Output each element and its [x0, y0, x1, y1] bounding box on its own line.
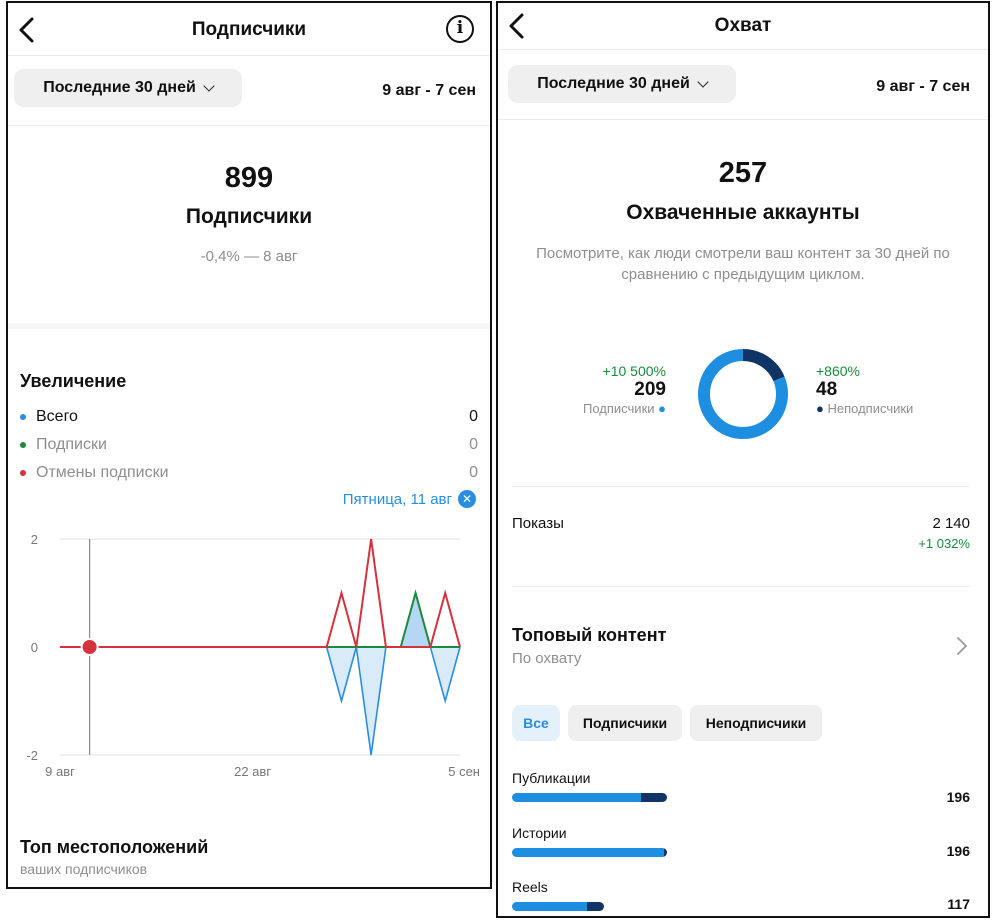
- page-title: Охват: [714, 15, 772, 36]
- y-tick-label: 0: [31, 640, 38, 655]
- reach-description: Посмотрите, как люди смотрели ваш контен…: [536, 245, 950, 283]
- date-range: 9 авг - 7 сен: [382, 82, 476, 99]
- non-followers-change: +860%: [816, 363, 860, 379]
- y-tick-label: -2: [26, 748, 38, 763]
- growth-chart[interactable]: 2 0 -2 9 авг 22 авг 5 сен: [8, 523, 490, 793]
- legend-label: Отмены подписки: [36, 464, 169, 481]
- reach-screen: Охват Последние 30 дней 9 авг - 7 сен 25…: [496, 1, 990, 918]
- legend-dot-icon: [20, 442, 26, 448]
- followers-segment: [512, 848, 664, 857]
- followers-screen: Подписчики i Последние 30 дней 9 авг - 7…: [6, 1, 492, 889]
- followers-legend-label: Подписчики: [583, 401, 655, 416]
- period-dropdown[interactable]: Последние 30 дней: [508, 65, 736, 103]
- reach-label: Охваченные аккаунты: [626, 201, 860, 224]
- legend-dot-icon: [20, 414, 26, 420]
- series-line-follows: [60, 589, 460, 648]
- page-title: Подписчики: [191, 19, 307, 40]
- tab-non-followers[interactable]: Неподписчики: [690, 705, 822, 741]
- legend-total: Всего 0: [20, 406, 478, 428]
- top-content-subtitle: По охвату: [512, 650, 582, 667]
- period-dropdown-label: Последние 30 дней: [537, 75, 690, 92]
- series-line-unfollows: [60, 538, 461, 648]
- reels-value: 117: [947, 896, 970, 912]
- non-followers-segment: [587, 902, 604, 911]
- header-divider: [8, 55, 490, 56]
- info-icon[interactable]: i: [446, 15, 474, 43]
- stories-value: 196: [946, 843, 970, 859]
- posts-value: 196: [946, 789, 970, 805]
- tab-followers[interactable]: Подписчики: [568, 705, 682, 741]
- period-dropdown[interactable]: Последние 30 дней: [14, 69, 242, 107]
- selected-date-label: Пятница, 11 авг: [342, 490, 452, 508]
- non-followers-value: 48: [816, 379, 838, 400]
- x-tick-label: 9 авг: [45, 764, 75, 779]
- locations-subtitle: ваших подписчиков: [20, 861, 148, 877]
- followers-change: +10 500%: [602, 363, 666, 379]
- legend-dot-icon: ●: [816, 401, 824, 416]
- reach-count: 257: [718, 157, 768, 189]
- legend-dot-icon: ●: [658, 401, 666, 416]
- donut-segment-followers: [698, 349, 788, 439]
- stories-bar: [512, 848, 667, 857]
- top-content-title[interactable]: Топовый контент: [512, 625, 667, 645]
- series-area-total: [60, 647, 460, 755]
- series-area-follows: [60, 593, 460, 647]
- x-tick-label: 5 сен: [448, 764, 480, 779]
- legend-dot-icon: [20, 470, 26, 476]
- growth-title: Увеличение: [20, 371, 127, 391]
- section-divider: [512, 586, 970, 587]
- chevron-down-icon: [203, 79, 215, 92]
- y-tick-label: 2: [31, 532, 38, 547]
- impressions-label: Показы: [512, 515, 564, 532]
- legend-label: Всего: [36, 408, 78, 425]
- legend-value: 0: [469, 408, 478, 425]
- non-followers-segment: [663, 848, 667, 857]
- reach-donut-chart: [698, 349, 788, 439]
- non-followers-legend: ● Неподписчики: [816, 401, 913, 416]
- non-followers-legend-label: Неподписчики: [827, 401, 914, 416]
- followers-count: 899: [224, 162, 274, 194]
- close-icon[interactable]: ✕: [458, 490, 476, 508]
- tab-all[interactable]: Все: [512, 705, 560, 741]
- non-followers-segment: [640, 793, 667, 802]
- followers-stat: +10 500% 209 Подписчики ●: [583, 363, 666, 416]
- posts-label: Публикации: [512, 770, 591, 786]
- header-divider: [498, 49, 988, 50]
- followers-label: Подписчики: [185, 205, 313, 228]
- legend-value: 0: [469, 464, 478, 481]
- back-arrow-icon[interactable]: [506, 11, 528, 41]
- back-arrow-icon[interactable]: [16, 15, 38, 45]
- impressions-change: +1 032%: [918, 536, 970, 551]
- series-line-total: [60, 646, 461, 756]
- reels-bar: [512, 902, 604, 911]
- locations-title: Топ местоположений: [20, 837, 209, 857]
- posts-bar: [512, 793, 667, 802]
- filter-divider: [498, 119, 988, 120]
- impressions-value: 2 140: [932, 515, 970, 532]
- chevron-right-icon[interactable]: [956, 636, 968, 656]
- legend-unfollows: Отмены подписки 0: [20, 462, 478, 484]
- followers-change: -0,4% — 8 авг: [200, 248, 298, 265]
- legend-follows: Подписки 0: [20, 434, 478, 456]
- chevron-down-icon: [697, 75, 709, 88]
- section-separator: [8, 323, 490, 329]
- followers-segment: [512, 793, 641, 802]
- date-range: 9 авг - 7 сен: [876, 78, 970, 95]
- reels-label: Reels: [512, 879, 548, 895]
- period-dropdown-label: Последние 30 дней: [43, 79, 196, 96]
- stories-label: Истории: [512, 825, 567, 841]
- followers-segment: [512, 902, 588, 911]
- legend-value: 0: [469, 436, 478, 453]
- followers-value: 209: [634, 379, 666, 400]
- selected-date-chip[interactable]: Пятница, 11 авг ✕: [343, 490, 476, 508]
- highlight-point: [80, 638, 99, 656]
- section-divider: [512, 486, 970, 487]
- filter-divider: [8, 125, 490, 126]
- legend-label: Подписки: [36, 436, 107, 453]
- followers-legend: Подписчики ●: [583, 401, 666, 416]
- non-followers-stat: +860% 48 ● Неподписчики: [816, 363, 913, 416]
- x-tick-label: 22 авг: [234, 764, 271, 779]
